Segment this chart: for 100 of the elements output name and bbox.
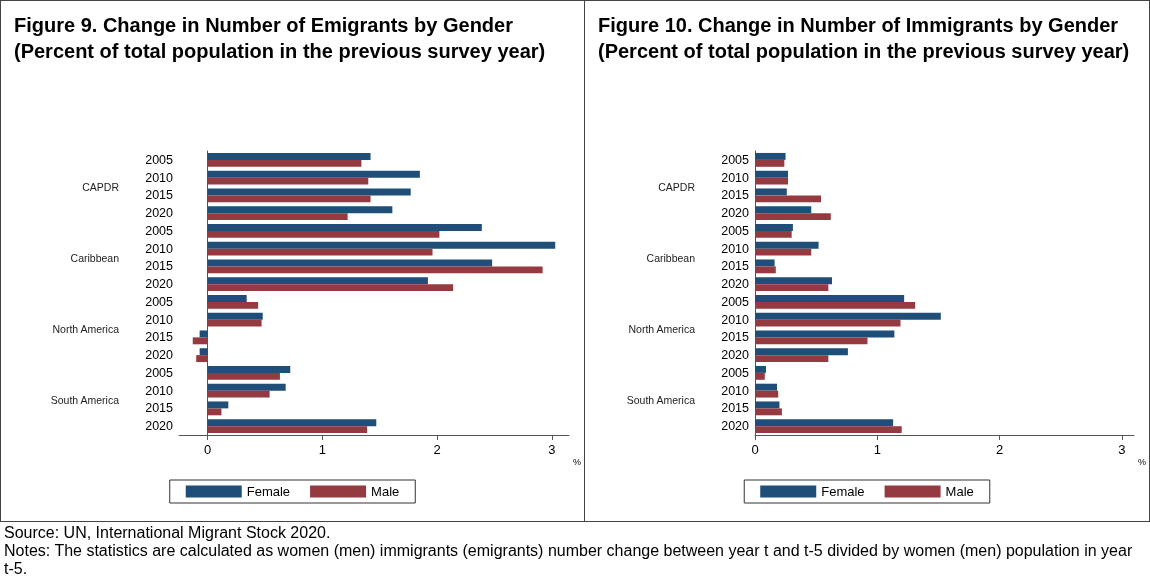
bar: [755, 248, 812, 256]
bar: [755, 152, 786, 160]
bar: [755, 230, 792, 238]
text: CAPDR: [82, 180, 120, 193]
bar: [755, 170, 789, 178]
bar: [207, 419, 377, 427]
y-tick-label: 2010: [721, 170, 750, 185]
bar: [755, 177, 789, 185]
x-tick-label: 0: [204, 442, 212, 457]
bar: [196, 355, 208, 363]
bar: [207, 159, 362, 167]
text: North America: [52, 322, 120, 335]
bar: [755, 188, 787, 196]
y-tick-label: 2005: [145, 294, 174, 309]
bar: [755, 372, 765, 380]
y-tick-label: 2010: [145, 312, 174, 327]
x-tick-label: 3: [1118, 442, 1126, 457]
bar: [755, 241, 819, 249]
text: South America: [626, 393, 696, 406]
y-tick-label: 2020: [145, 348, 174, 363]
bar: [755, 337, 868, 345]
bar: [199, 330, 208, 338]
legend-label: Male: [945, 484, 974, 499]
bar: [207, 390, 270, 398]
text: CAPDR: [658, 180, 696, 193]
bar: [755, 348, 848, 356]
y-tick-label: 2015: [145, 259, 174, 274]
bar: [207, 277, 428, 285]
bar: [755, 266, 776, 274]
bar: [755, 408, 782, 416]
bar: [207, 177, 369, 185]
y-tick-label: 2010: [721, 312, 750, 327]
bar: [207, 365, 291, 373]
bar: [207, 259, 493, 267]
bar: [755, 312, 941, 320]
bar: [192, 337, 208, 345]
bar: [755, 365, 766, 373]
bar: [207, 206, 393, 214]
text: South America: [50, 393, 120, 406]
bar: [207, 213, 348, 221]
text: Caribbean: [646, 251, 696, 264]
bar: [207, 319, 262, 327]
bar: [755, 206, 812, 214]
x-axis-title: %: [573, 456, 582, 467]
bar: [755, 284, 829, 292]
y-tick-label: 2010: [145, 383, 174, 398]
bar: [207, 312, 263, 320]
text: Notes: The statistics are calculated as women (men) immigrants (emigrants) number change between year t and t-5 divided by women (men) population in year t-5.: [4, 542, 1134, 578]
y-tick-label: 2005: [145, 365, 174, 380]
y-tick-label: 2015: [721, 259, 750, 274]
y-tick-label: 2005: [145, 223, 174, 238]
bar: [207, 401, 229, 409]
y-tick-label: 2015: [721, 401, 750, 416]
y-tick-label: 2020: [721, 206, 750, 221]
bar: [755, 401, 780, 409]
text: North America: [628, 322, 696, 335]
y-tick-label: 2010: [145, 170, 174, 185]
y-tick-label: 2020: [145, 277, 174, 292]
y-tick-label: 2020: [721, 348, 750, 363]
y-tick-label: 2005: [145, 152, 174, 167]
bar: [755, 355, 829, 363]
x-tick-label: 0: [751, 442, 759, 457]
bar: [755, 195, 822, 203]
y-tick-label: 2010: [721, 241, 750, 256]
bar: [755, 159, 785, 167]
y-tick-label: 2010: [145, 241, 174, 256]
bar: [755, 383, 778, 391]
x-tick-label: 2: [995, 442, 1004, 457]
y-tick-label: 2005: [721, 152, 750, 167]
bar: [207, 195, 371, 203]
legend-label: Female: [821, 484, 865, 499]
legend-label: Male: [371, 484, 400, 499]
y-tick-label: 2010: [721, 383, 750, 398]
text: Caribbean: [70, 251, 120, 264]
bar: [207, 408, 222, 416]
x-axis-title: %: [1138, 456, 1147, 467]
bar: [207, 383, 286, 391]
bar: [755, 213, 831, 221]
y-tick-label: 2005: [721, 223, 750, 238]
bar: [207, 426, 368, 434]
bar: [207, 241, 556, 249]
bar: [755, 330, 895, 338]
y-tick-label: 2005: [721, 365, 750, 380]
bar: [207, 284, 454, 292]
legend-label: Female: [246, 484, 291, 499]
x-tick-label: 1: [873, 442, 881, 457]
bar: [755, 419, 894, 427]
y-tick-label: 2015: [145, 330, 174, 345]
bar: [207, 188, 411, 196]
bar: [755, 259, 775, 267]
bar: [207, 230, 440, 238]
bar: [207, 248, 433, 256]
bar: [755, 223, 793, 231]
y-tick-label: 2015: [145, 188, 174, 203]
bar: [207, 372, 280, 380]
bar: [755, 426, 902, 434]
bar: [207, 152, 371, 160]
bar: [755, 301, 916, 309]
y-tick-label: 2015: [721, 330, 750, 345]
y-tick-label: 2005: [721, 294, 750, 309]
